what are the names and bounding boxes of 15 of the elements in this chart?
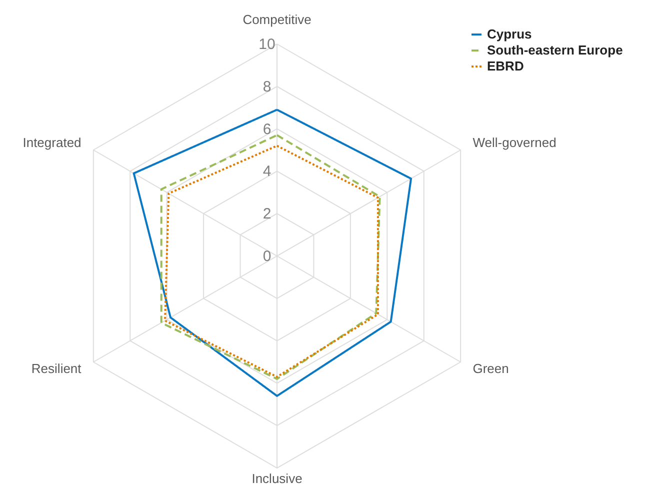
y-tick-label: 4 — [262, 163, 272, 180]
y-tick-label: 6 — [262, 120, 272, 138]
legend-label: South-eastern Europe — [487, 42, 623, 58]
spoke-label: Inclusive — [252, 471, 302, 486]
spoke-label: Competitive — [242, 12, 312, 27]
spoke-label: Green — [472, 361, 509, 376]
spoke-label: Well-governed — [472, 135, 556, 150]
y-tick-label: 8 — [262, 78, 272, 96]
legend-label: Cyprus — [487, 26, 532, 42]
y-tick-label: 10 — [258, 36, 276, 53]
spoke-label: Resilient — [31, 361, 82, 376]
y-tick-label: 0 — [262, 248, 272, 265]
y-tick-label: 2 — [262, 206, 272, 223]
spoke-label: Integrated — [22, 135, 82, 150]
legend-label: EBRD — [487, 58, 524, 74]
